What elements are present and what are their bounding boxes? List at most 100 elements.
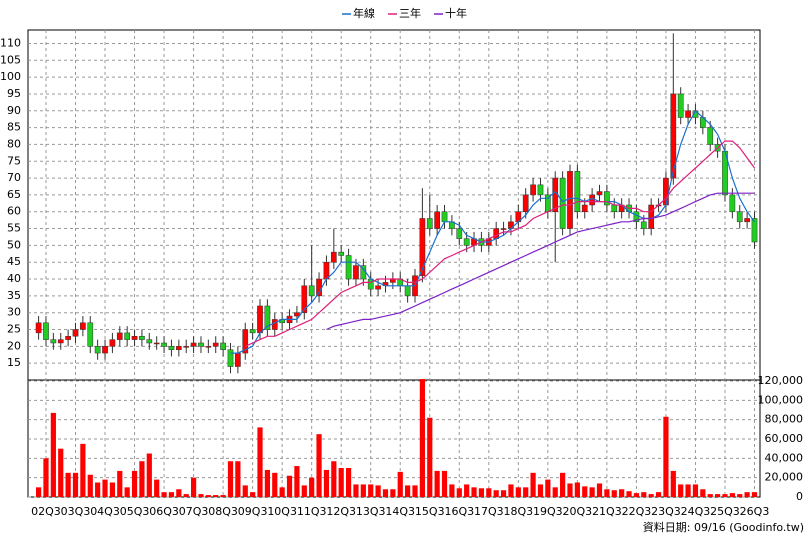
candle-body — [345, 255, 352, 280]
volume-bar — [382, 489, 389, 497]
volume-bar — [655, 492, 662, 497]
candle-body — [43, 322, 49, 340]
volume-bar — [441, 470, 448, 497]
candle-body — [168, 346, 175, 350]
volume-bar — [530, 472, 536, 497]
candle-body — [544, 194, 551, 212]
legend-label: 三年 — [399, 6, 421, 20]
volume-bar — [390, 489, 396, 497]
y-tick-label: 90 — [7, 104, 21, 117]
y2-tick-label: 100,000 — [758, 393, 804, 406]
volume-bar — [109, 482, 116, 497]
volume-bar — [286, 475, 293, 497]
candle-body — [308, 285, 315, 297]
candle-body — [530, 184, 536, 196]
legend: 年線 三年 十年 — [342, 6, 467, 20]
volume-bar — [744, 492, 750, 497]
candle-body — [640, 221, 647, 229]
candle-body — [419, 218, 426, 276]
volume-bar — [316, 434, 322, 497]
candle-body — [670, 93, 677, 179]
candle-body — [567, 171, 573, 229]
y2-tick-label: 80,000 — [765, 413, 804, 426]
candle-body — [500, 228, 507, 230]
x-tick-label: 19Q3 — [533, 505, 563, 518]
volume-bar — [235, 461, 241, 497]
candle-body — [116, 332, 123, 340]
y2-tick-label: 20,000 — [765, 471, 804, 484]
volume-bar — [464, 484, 470, 497]
y2-tick-label: 40,000 — [765, 451, 804, 464]
volume-bar — [227, 461, 234, 497]
volume-bar — [220, 495, 226, 497]
plot-frame — [27, 29, 761, 498]
x-tick-label: 04Q3 — [90, 505, 120, 518]
volume-bar — [633, 493, 640, 497]
candle-body — [183, 346, 190, 348]
volume-bar — [345, 468, 352, 497]
volume-bar — [552, 487, 558, 497]
candle-body — [589, 194, 595, 206]
volume-bar — [670, 470, 676, 497]
volume-bar — [205, 495, 211, 497]
x-tick-label: 16Q3 — [444, 505, 474, 518]
volume-bar — [648, 494, 654, 497]
candle-body — [242, 329, 249, 354]
candle-body — [57, 339, 64, 344]
volume-bar — [323, 469, 330, 497]
volume-bar — [264, 469, 270, 497]
volume-bar — [663, 416, 669, 497]
candle-body — [139, 336, 145, 340]
y-tick-label: 35 — [7, 289, 21, 302]
volume-bar — [427, 417, 433, 497]
candle-body — [522, 194, 529, 212]
volume-bar — [124, 487, 130, 497]
candle-body — [736, 211, 743, 223]
volume-bar — [508, 484, 514, 497]
volume-bar — [50, 412, 56, 497]
x-tick-label: 21Q3 — [592, 505, 622, 518]
volume-bar — [131, 470, 138, 497]
y-tick-label: 110 — [0, 36, 21, 49]
volume-bar — [641, 492, 647, 497]
volume-bar — [242, 485, 248, 497]
candle-body — [353, 265, 359, 280]
candle-body — [153, 342, 160, 345]
legend-label: 十年 — [445, 6, 467, 20]
x-tick-label: 14Q3 — [385, 505, 415, 518]
volume-bar — [611, 490, 617, 497]
y-tick-label: 85 — [7, 121, 21, 134]
candle-body — [663, 177, 669, 206]
y-tick-label: 70 — [7, 171, 21, 184]
volume-bar — [714, 494, 721, 497]
candle-body — [198, 342, 204, 347]
volume-bar — [198, 494, 204, 497]
candle-body — [65, 336, 71, 340]
x-tick-label: 06Q3 — [149, 505, 179, 518]
candle-body — [294, 312, 300, 317]
candle-body — [257, 305, 263, 334]
volume-bar — [360, 484, 366, 497]
y-tick-label: 25 — [7, 323, 21, 336]
volume-bar — [582, 486, 588, 497]
volume-bar — [161, 492, 167, 497]
x-tick-label: 18Q3 — [503, 505, 533, 518]
candle-body — [102, 346, 108, 354]
ma-line — [326, 192, 755, 331]
ma-line — [230, 109, 755, 354]
volume-bar — [596, 483, 603, 497]
candle-body — [338, 251, 345, 256]
x-tick-label: 11Q3 — [297, 505, 327, 518]
volume-bar — [279, 487, 285, 497]
volume-bar — [419, 379, 425, 497]
volume-bar — [471, 487, 477, 497]
volume-bar — [117, 470, 123, 497]
candle-body — [87, 322, 94, 347]
x-tick-label: 05Q3 — [120, 505, 150, 518]
candle-body — [677, 93, 684, 118]
volume-bar — [250, 492, 256, 497]
volume-bar — [353, 484, 359, 497]
candle-body — [146, 339, 153, 344]
y2-tick-label: 120,000 — [758, 374, 804, 387]
